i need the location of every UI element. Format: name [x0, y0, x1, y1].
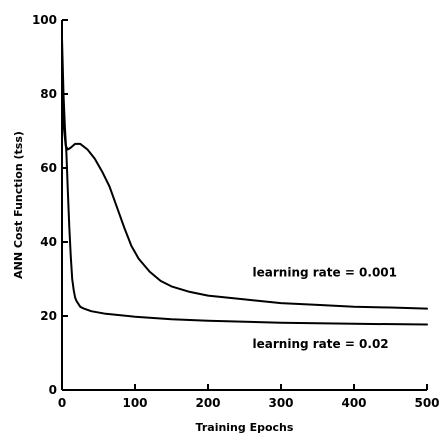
y-axis-title: ANN Cost Function (tss): [12, 131, 25, 279]
annotation-label-1: learning rate = 0.001: [253, 265, 398, 279]
x-tick-label: 500: [414, 396, 439, 410]
x-tick-label: 100: [122, 396, 147, 410]
ticks: 0 20 40 60 80 100 0 100 200 300 400 500: [32, 13, 440, 410]
y-tick-label: 40: [40, 235, 57, 249]
series-line-2: [61, 37, 428, 326]
x-tick-label: 300: [268, 396, 293, 410]
x-tick-label: 200: [195, 396, 220, 410]
series-line-1: [61, 70, 428, 310]
y-tick-label: 60: [40, 161, 57, 175]
x-axis-title: Training Epochs: [196, 421, 294, 434]
annotations: learning rate = 0.001 learning rate = 0.0…: [253, 265, 398, 351]
series: [61, 37, 428, 326]
y-tick-label: 80: [40, 87, 57, 101]
y-tick-label: 20: [40, 309, 57, 323]
y-tick-label: 0: [49, 383, 57, 397]
annotation-label-2: learning rate = 0.02: [253, 337, 389, 351]
x-tick-label: 0: [58, 396, 66, 410]
x-tick-label: 400: [341, 396, 366, 410]
y-tick-label: 100: [32, 13, 57, 27]
